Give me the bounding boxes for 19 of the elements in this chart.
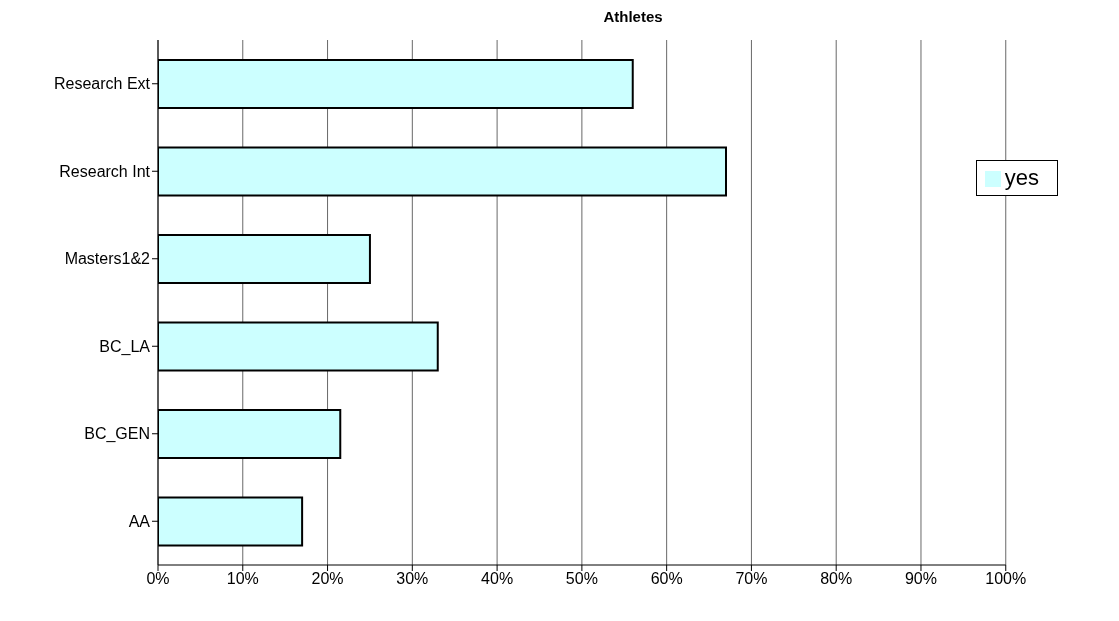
x-tick-label: 80% — [820, 570, 853, 588]
x-tick-label: 50% — [565, 570, 598, 588]
x-tick-label: 70% — [735, 570, 768, 588]
x-tick-label: 60% — [650, 570, 683, 588]
y-tick-label: BC_LA — [99, 337, 151, 356]
x-tick-label: 20% — [311, 570, 344, 588]
x-tick-label: 30% — [396, 570, 429, 588]
y-tick-label: Research Int — [59, 162, 151, 180]
legend-label: yes — [1004, 165, 1039, 190]
x-tick-label: 10% — [226, 570, 259, 588]
x-tick-label: 0% — [146, 570, 170, 588]
x-tick-label: 90% — [904, 570, 937, 588]
y-tick-label: Research Ext — [53, 75, 151, 93]
chart-title: Athletes — [602, 8, 664, 27]
x-tick-label: 40% — [481, 570, 514, 588]
y-tick-label: BC_GEN — [84, 425, 150, 444]
x-tick-label: 100% — [985, 570, 1027, 588]
y-tick-label: Masters1&2 — [64, 250, 151, 268]
y-tick-label: AA — [128, 512, 151, 530]
